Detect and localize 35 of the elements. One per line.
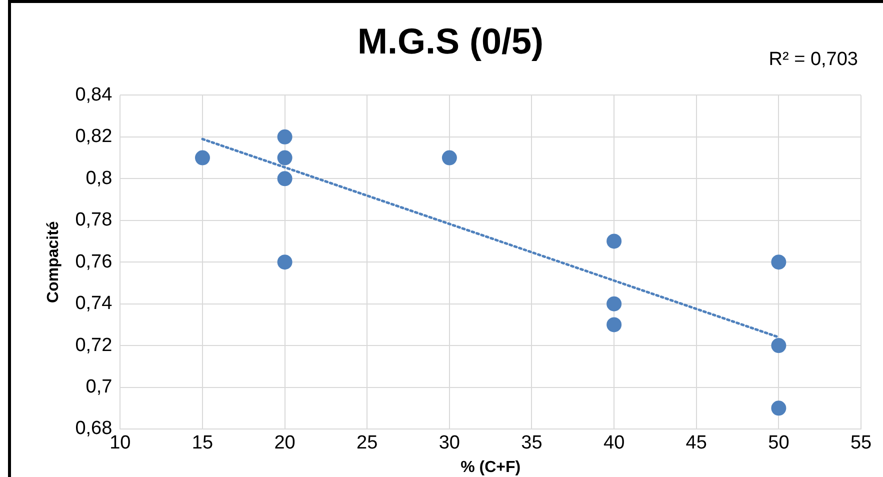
x-tick-label: 30 — [438, 432, 460, 454]
chart-title: M.G.S (0/5) — [357, 20, 544, 62]
y-tick-label: 0,78 — [75, 210, 112, 231]
point — [277, 150, 292, 166]
y-tick-label: 0,68 — [75, 418, 112, 440]
y-axis-title: Compacité — [45, 221, 62, 303]
point — [442, 150, 457, 166]
point — [606, 317, 622, 332]
point — [277, 254, 292, 270]
x-tick-label: 15 — [192, 432, 214, 454]
x-tick-label: 10 — [110, 432, 131, 454]
y-tick-label: 0,76 — [75, 251, 112, 272]
x-tick-label: 25 — [356, 432, 378, 454]
point — [771, 400, 786, 416]
y-tick-label: 0,82 — [75, 126, 112, 148]
point — [771, 338, 786, 354]
x-tick-label: 55 — [850, 432, 872, 454]
x-tick-label: 35 — [521, 432, 542, 454]
y-tick-label: 0,84 — [75, 84, 113, 106]
x-tick-label: 40 — [603, 432, 625, 454]
y-tick-label: 0,74 — [75, 293, 113, 314]
x-axis-title: % (C+F) — [460, 458, 521, 476]
point — [277, 129, 292, 144]
point — [606, 234, 622, 249]
point — [771, 254, 786, 270]
text: R² = 0,703 — [768, 49, 858, 70]
point — [194, 150, 210, 166]
point — [277, 171, 292, 186]
x-tick-label: 20 — [274, 432, 296, 454]
y-tick-label: 0,72 — [75, 334, 112, 356]
y-tick-label: 0,8 — [86, 168, 112, 189]
x-tick-label: 50 — [768, 432, 790, 454]
x-tick-label: 45 — [686, 432, 707, 454]
y-tick-label: 0,7 — [86, 376, 112, 398]
point — [606, 296, 622, 312]
